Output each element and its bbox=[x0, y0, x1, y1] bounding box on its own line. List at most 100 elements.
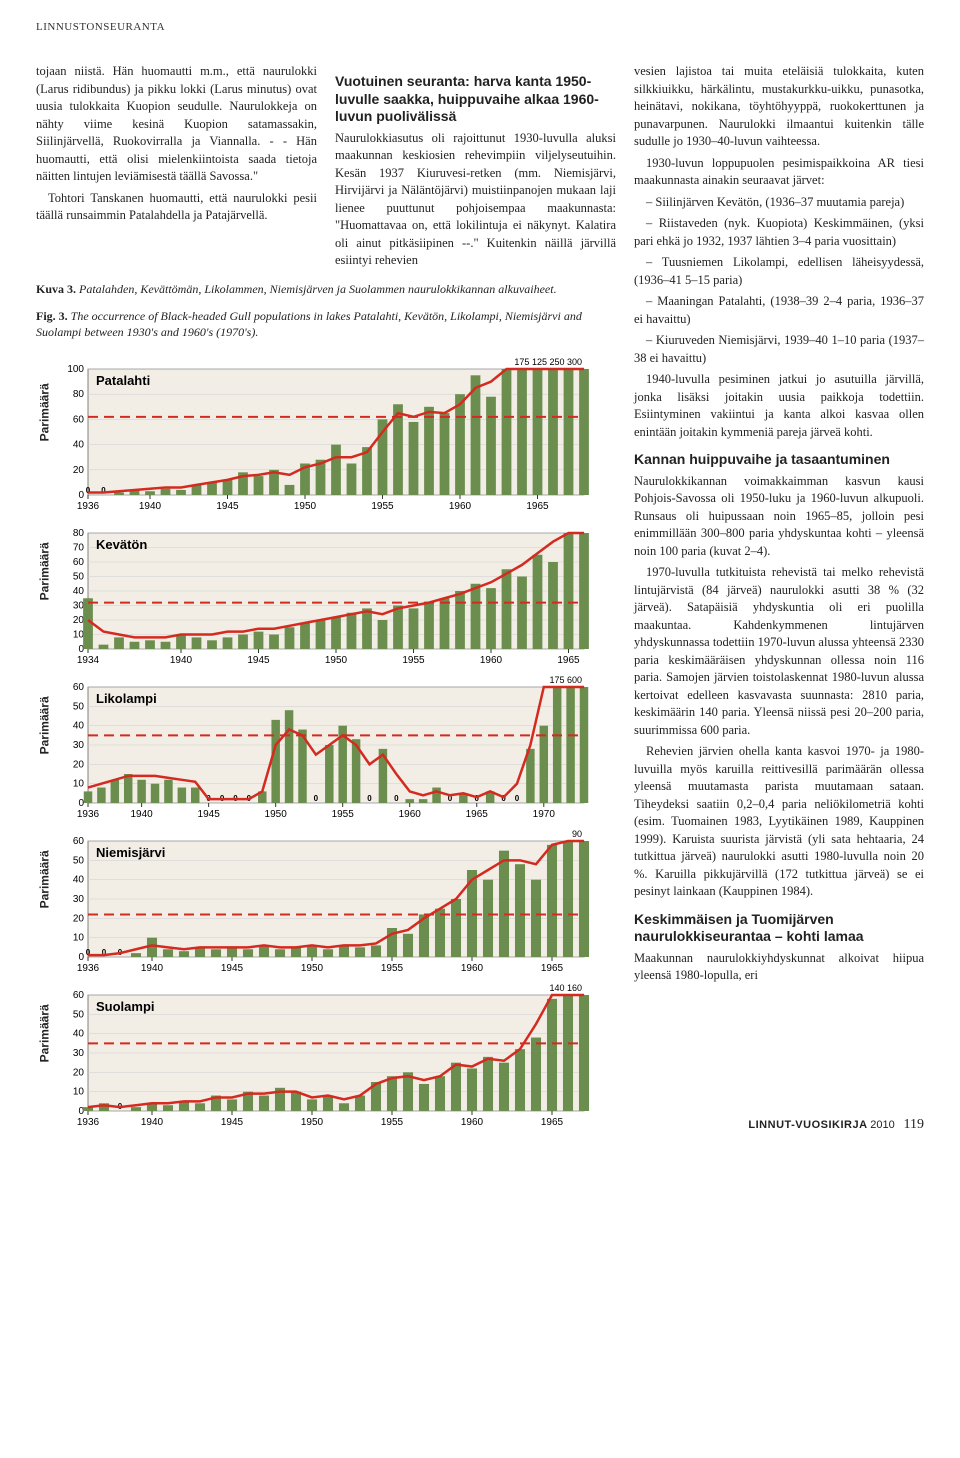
left-p2: Tohtori Tanskanen huomautti, että naurul… bbox=[36, 190, 317, 225]
svg-text:40: 40 bbox=[73, 874, 85, 885]
svg-text:0: 0 bbox=[515, 794, 520, 803]
svg-text:1950: 1950 bbox=[294, 501, 317, 512]
r-li3: – Tuusniemen Likolampi, edellisen läheis… bbox=[634, 254, 924, 289]
chart-niemisjarvi: 0102030405060193619401945195019551960196… bbox=[54, 825, 594, 975]
svg-text:1960: 1960 bbox=[449, 501, 472, 512]
svg-text:90: 90 bbox=[572, 829, 582, 839]
footer-magazine: LINNUT-VUOSIKIRJA bbox=[748, 1119, 867, 1131]
svg-text:Suolampi: Suolampi bbox=[96, 999, 155, 1014]
r-p3: 1940-luvulla pesiminen jatkui jo asutuil… bbox=[634, 371, 924, 441]
svg-text:10: 10 bbox=[73, 932, 85, 943]
svg-text:20: 20 bbox=[73, 759, 85, 770]
svg-text:1950: 1950 bbox=[265, 809, 288, 820]
svg-text:80: 80 bbox=[73, 528, 85, 539]
ylabel-patalahti: Parimäärä bbox=[37, 424, 54, 442]
section-header: LINNUSTONSEURANTA bbox=[36, 20, 924, 35]
svg-text:175 125 250 300: 175 125 250 300 bbox=[514, 357, 582, 367]
chart-suolampi: 0102030405060193619401945195019551960196… bbox=[54, 979, 594, 1129]
svg-text:1965: 1965 bbox=[466, 809, 489, 820]
caption-kuva3: Kuva 3. Patalahden, Kevättömän, Likolamm… bbox=[36, 282, 616, 298]
svg-text:Niemisjärvi: Niemisjärvi bbox=[96, 845, 165, 860]
ylabel-niemisjarvi: Parimäärä bbox=[37, 891, 54, 909]
chart-patalahti: 0204060801001936194019451950195519601965… bbox=[54, 353, 594, 513]
svg-text:50: 50 bbox=[73, 701, 85, 712]
svg-text:30: 30 bbox=[73, 894, 85, 905]
svg-text:70: 70 bbox=[73, 542, 85, 553]
mid-p1: Naurulokkiasutus oli rajoittunut 1930-lu… bbox=[335, 130, 616, 270]
svg-text:100: 100 bbox=[67, 364, 84, 375]
ylabel-suolampi: Parimäärä bbox=[37, 1045, 54, 1063]
svg-text:1936: 1936 bbox=[77, 809, 100, 820]
r-p7: Maakunnan naurulokkiyhdyskunnat alkoivat… bbox=[634, 950, 924, 985]
svg-text:1965: 1965 bbox=[526, 501, 549, 512]
chart-wrap-niemisjarvi: Parimäärä0102030405060193619401945195019… bbox=[36, 825, 616, 975]
svg-text:1936: 1936 bbox=[77, 1117, 100, 1128]
svg-text:1960: 1960 bbox=[480, 655, 503, 666]
r-p5: 1970-luvulla tutkituista rehevistä tai m… bbox=[634, 564, 924, 739]
r-h2: Kannan huippuvaihe ja tasaantuminen bbox=[634, 451, 924, 469]
svg-text:1945: 1945 bbox=[221, 963, 244, 974]
svg-text:60: 60 bbox=[73, 990, 85, 1001]
svg-text:1970: 1970 bbox=[533, 809, 556, 820]
svg-text:1945: 1945 bbox=[221, 1117, 244, 1128]
svg-text:1955: 1955 bbox=[402, 655, 425, 666]
chart-wrap-likolampi: Parimäärä0102030405060193619401945195019… bbox=[36, 671, 616, 821]
chart-wrap-kevaton: Parimäärä0102030405060708019341940194519… bbox=[36, 517, 616, 667]
svg-text:1940: 1940 bbox=[141, 1117, 164, 1128]
svg-text:50: 50 bbox=[73, 1009, 85, 1020]
svg-text:1955: 1955 bbox=[371, 501, 394, 512]
svg-text:1950: 1950 bbox=[301, 963, 324, 974]
svg-text:Likolampi: Likolampi bbox=[96, 691, 157, 706]
caption-kuva3-label: Kuva 3. bbox=[36, 282, 76, 296]
r-li4: – Maaningan Patalahti, (1938–39 2–4 pari… bbox=[634, 293, 924, 328]
svg-text:20: 20 bbox=[73, 1067, 85, 1078]
svg-text:20: 20 bbox=[73, 913, 85, 924]
svg-text:1945: 1945 bbox=[216, 501, 239, 512]
svg-text:Kevätön: Kevätön bbox=[96, 537, 147, 552]
mid-heading: Vuotuinen seuranta: harva kanta 1950-luv… bbox=[335, 73, 616, 126]
svg-text:1936: 1936 bbox=[77, 963, 100, 974]
r-li1: – Siilinjärven Kevätön, (1936–37 muutami… bbox=[634, 194, 924, 212]
r-p1: vesien lajistoa tai muita eteläisiä tulo… bbox=[634, 63, 924, 151]
svg-text:0: 0 bbox=[78, 490, 84, 501]
svg-text:40: 40 bbox=[73, 720, 85, 731]
svg-text:10: 10 bbox=[73, 1086, 85, 1097]
r-li5: – Kiuruveden Niemisjärvi, 1939–40 1–10 p… bbox=[634, 332, 924, 367]
svg-text:1940: 1940 bbox=[130, 809, 153, 820]
svg-text:140 160: 140 160 bbox=[549, 983, 582, 993]
svg-text:20: 20 bbox=[73, 615, 85, 626]
svg-text:30: 30 bbox=[73, 600, 85, 611]
svg-text:1940: 1940 bbox=[139, 501, 162, 512]
left-p1: tojaan niistä. Hän huomautti m.m., että … bbox=[36, 63, 317, 186]
svg-text:0: 0 bbox=[314, 794, 319, 803]
caption-fig3: Fig. 3. The occurrence of Black-headed G… bbox=[36, 309, 616, 340]
svg-text:1955: 1955 bbox=[381, 1117, 404, 1128]
r-li2: – Riistaveden (nyk. Kuopiota) Keskimmäin… bbox=[634, 215, 924, 250]
chart-kevaton: 0102030405060708019341940194519501955196… bbox=[54, 517, 594, 667]
svg-text:1945: 1945 bbox=[198, 809, 221, 820]
svg-text:30: 30 bbox=[73, 740, 85, 751]
svg-text:1940: 1940 bbox=[141, 963, 164, 974]
chart-wrap-patalahti: Parimäärä0204060801001936194019451950195… bbox=[36, 353, 616, 513]
svg-text:60: 60 bbox=[73, 414, 85, 425]
svg-text:1960: 1960 bbox=[461, 1117, 484, 1128]
chart-likolampi: 0102030405060193619401945195019551960196… bbox=[54, 671, 594, 821]
page-footer: LINNUT-VUOSIKIRJA 2010 119 bbox=[748, 1115, 924, 1135]
svg-text:1950: 1950 bbox=[301, 1117, 324, 1128]
svg-text:1950: 1950 bbox=[325, 655, 348, 666]
svg-text:80: 80 bbox=[73, 389, 85, 400]
svg-text:30: 30 bbox=[73, 1048, 85, 1059]
svg-text:20: 20 bbox=[73, 464, 85, 475]
svg-text:40: 40 bbox=[73, 586, 85, 597]
r-p2: 1930-luvun loppupuolen pesimispaikkoina … bbox=[634, 155, 924, 190]
r-p6: Rehevien järvien ohella kanta kasvoi 197… bbox=[634, 743, 924, 901]
svg-text:1955: 1955 bbox=[381, 963, 404, 974]
svg-text:40: 40 bbox=[73, 1028, 85, 1039]
svg-text:0: 0 bbox=[394, 794, 399, 803]
svg-text:1960: 1960 bbox=[461, 963, 484, 974]
svg-text:10: 10 bbox=[73, 629, 85, 640]
right-column: vesien lajistoa tai muita eteläisiä tulo… bbox=[634, 63, 924, 1132]
svg-text:0: 0 bbox=[78, 798, 84, 809]
svg-text:1936: 1936 bbox=[77, 501, 100, 512]
footer-issue: 2010 bbox=[870, 1119, 894, 1131]
